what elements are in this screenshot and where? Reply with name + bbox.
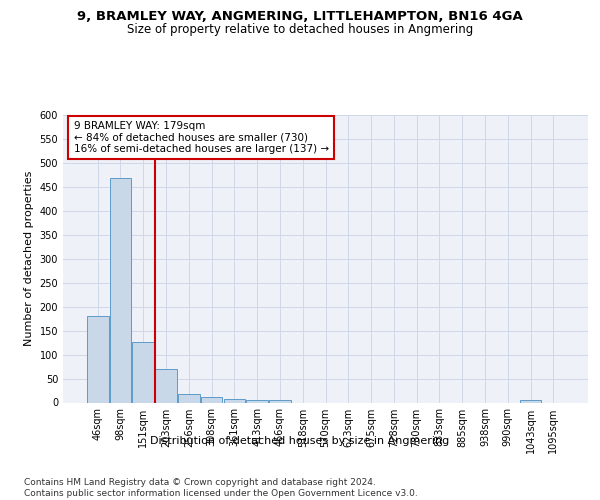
Y-axis label: Number of detached properties: Number of detached properties [24,171,34,346]
Bar [269,400,291,402]
Bar [247,400,268,402]
Bar [224,399,245,402]
Text: Size of property relative to detached houses in Angmering: Size of property relative to detached ho… [127,22,473,36]
Bar [178,394,200,402]
Bar [155,369,177,402]
Bar [201,397,223,402]
Text: 9, BRAMLEY WAY, ANGMERING, LITTLEHAMPTON, BN16 4GA: 9, BRAMLEY WAY, ANGMERING, LITTLEHAMPTON… [77,10,523,23]
Text: 9 BRAMLEY WAY: 179sqm
← 84% of detached houses are smaller (730)
16% of semi-det: 9 BRAMLEY WAY: 179sqm ← 84% of detached … [74,120,329,154]
Text: Contains HM Land Registry data © Crown copyright and database right 2024.
Contai: Contains HM Land Registry data © Crown c… [24,478,418,498]
Text: Distribution of detached houses by size in Angmering: Distribution of detached houses by size … [151,436,449,446]
Bar [133,342,154,402]
Bar [87,316,109,402]
Bar [520,400,541,402]
Bar [110,178,131,402]
